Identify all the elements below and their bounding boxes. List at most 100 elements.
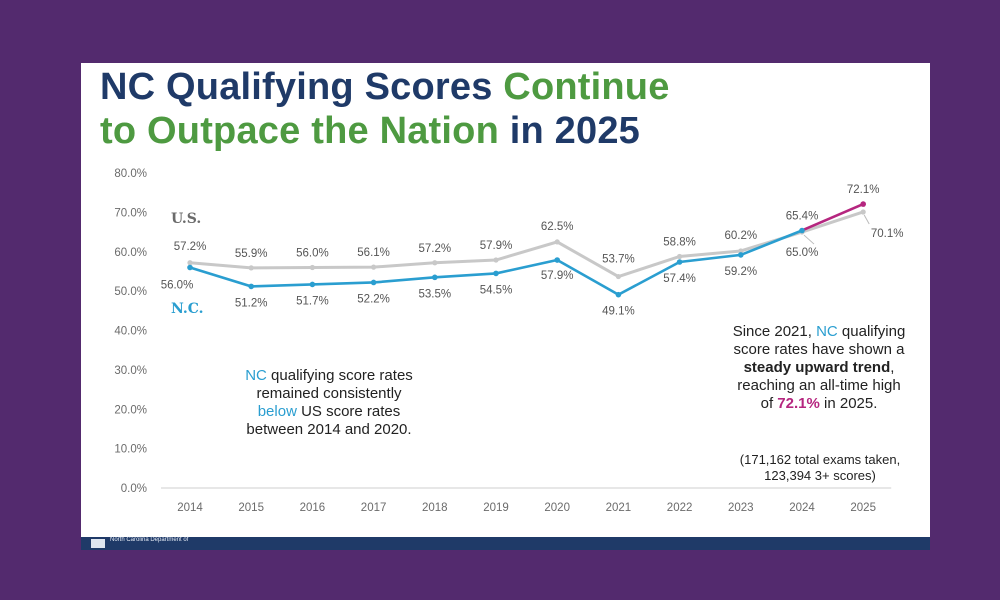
nc-point bbox=[799, 227, 805, 234]
x-tick-label: 2021 bbox=[606, 502, 632, 514]
y-tick-label: 0.0% bbox=[121, 483, 147, 495]
us-point bbox=[860, 209, 866, 215]
us-data-label: 53.7% bbox=[602, 254, 635, 266]
note-right-pct: 72.1% bbox=[777, 395, 820, 412]
nc-data-label: 59.2% bbox=[724, 266, 757, 278]
us-point bbox=[738, 248, 744, 254]
x-tick-label: 2024 bbox=[789, 502, 815, 514]
us-data-label: 57.2% bbox=[418, 243, 451, 255]
us-2024-leader-line bbox=[803, 234, 815, 245]
note-right-line4: reaching an all-time high bbox=[737, 377, 901, 394]
nc-point bbox=[370, 279, 377, 286]
nc-point bbox=[187, 264, 193, 271]
nc-data-label: 57.9% bbox=[541, 270, 574, 282]
series-us bbox=[187, 209, 866, 280]
series-nc bbox=[187, 201, 866, 298]
note-right-of: of bbox=[760, 395, 778, 412]
us-data-label: 56.0% bbox=[296, 248, 329, 260]
title-part-1: NC Qualifying Scores bbox=[100, 66, 504, 108]
note-since-2021: Since 2021, NC qualifying score rates ha… bbox=[707, 323, 931, 413]
us-data-label: 58.8% bbox=[663, 236, 696, 248]
nc-point bbox=[493, 270, 499, 277]
footer-org: North Carolina Department of bbox=[110, 537, 189, 543]
nc-point bbox=[554, 257, 560, 263]
line-chart: 0.0% 10.0% 20.0% 30.0% 40.0% 50.0% 60.0% 70.0% 8… bbox=[114, 168, 904, 514]
x-tick-label: 2015 bbox=[238, 502, 264, 514]
slide-title: NC Qualifying Scores Continue to Outpace… bbox=[100, 65, 670, 153]
us-point bbox=[187, 260, 193, 266]
nc-point bbox=[738, 252, 744, 258]
ncdpi-logo-icon bbox=[91, 539, 105, 548]
us-data-label: 65.0% bbox=[786, 247, 819, 259]
us-point bbox=[554, 239, 560, 245]
note-right-p2: qualifying bbox=[837, 323, 906, 340]
us-data-label: 57.2% bbox=[174, 241, 207, 253]
x-tick-label: 2018 bbox=[422, 502, 448, 514]
title-part-4: in 2025 bbox=[499, 110, 641, 152]
nc-data-label: 51.7% bbox=[296, 295, 329, 307]
y-tick-label: 30.0% bbox=[114, 365, 147, 377]
legend-nc-label: N.C. bbox=[171, 301, 204, 317]
us-point bbox=[615, 273, 622, 280]
us-data-label: 60.2% bbox=[724, 230, 757, 242]
us-point bbox=[493, 257, 499, 263]
us-point bbox=[248, 265, 254, 271]
nc-point bbox=[309, 281, 316, 288]
nc-point bbox=[615, 291, 622, 298]
nc-point bbox=[676, 259, 683, 265]
nc-point bbox=[860, 201, 866, 207]
title-part-3: to Outpace the Nation bbox=[100, 110, 499, 152]
us-data-label: 56.1% bbox=[357, 247, 390, 259]
note-right-bold: steady upward trend bbox=[743, 359, 891, 376]
nc-line-2025-highlight bbox=[801, 202, 864, 232]
note-left-line2: remained consistently bbox=[256, 385, 402, 402]
note-left-below: below bbox=[257, 403, 297, 420]
legend-us-label: U.S. bbox=[171, 211, 201, 227]
nc-point bbox=[248, 283, 254, 290]
nc-data-label: 51.2% bbox=[235, 297, 268, 309]
note-right-nc: NC bbox=[816, 323, 838, 340]
y-tick-label: 60.0% bbox=[114, 247, 147, 259]
us-2025-leader-line bbox=[863, 214, 870, 225]
note-exams-line2: 123,394 3+ scores) bbox=[764, 468, 876, 483]
nc-data-label: 65.4% bbox=[786, 210, 819, 222]
x-axis: 2014 2015 2016 2017 2018 2019 2020 2021 2022 2023… bbox=[177, 502, 876, 514]
nc-data-label: 72.1% bbox=[847, 184, 880, 196]
us-data-label: 70.1% bbox=[871, 228, 904, 240]
note-left-line1: qualifying score rates bbox=[266, 367, 413, 384]
y-tick-label: 80.0% bbox=[114, 168, 147, 180]
y-tick-label: 20.0% bbox=[114, 404, 147, 416]
nc-point bbox=[432, 274, 438, 281]
y-tick-label: 50.0% bbox=[114, 286, 147, 298]
nc-data-label: 57.4% bbox=[663, 273, 696, 285]
data-labels: 57.2% 55.9% 56.0% 56.1% 57.2% 57.9% 62.5% 53.7%… bbox=[161, 184, 904, 318]
nc-data-label: 49.1% bbox=[602, 306, 635, 318]
nc-data-label: 54.5% bbox=[480, 284, 513, 296]
nc-data-label: 52.2% bbox=[357, 293, 390, 305]
us-point bbox=[432, 260, 438, 266]
note-2014-2020: NC qualifying score rates remained consi… bbox=[219, 367, 439, 439]
note-right-comma: , bbox=[890, 359, 895, 376]
us-point bbox=[309, 264, 315, 271]
x-tick-label: 2020 bbox=[544, 502, 570, 514]
x-tick-label: 2016 bbox=[300, 502, 326, 514]
us-line bbox=[189, 210, 864, 279]
us-point bbox=[677, 253, 683, 260]
y-tick-label: 70.0% bbox=[114, 207, 147, 219]
slide-panel: NC Qualifying Scores Continue to Outpace… bbox=[81, 63, 930, 550]
x-tick-label: 2014 bbox=[177, 502, 203, 514]
nc-data-label: 53.5% bbox=[418, 288, 451, 300]
us-data-label: 62.5% bbox=[541, 221, 574, 233]
note-right-in: in 2025. bbox=[819, 395, 878, 412]
note-right-p1: Since 2021, bbox=[732, 323, 817, 340]
note-left-line3: US score rates bbox=[296, 403, 401, 420]
x-tick-label: 2025 bbox=[850, 502, 876, 514]
note-exams: (171,162 total exams taken, 123,394 3+ s… bbox=[713, 452, 927, 484]
nc-data-label: 56.0% bbox=[161, 280, 194, 292]
y-axis: 0.0% 10.0% 20.0% 30.0% 40.0% 50.0% 60.0% 70.0% 8… bbox=[114, 168, 147, 495]
y-tick-label: 10.0% bbox=[114, 444, 147, 456]
footer-bar: North Carolina Department of bbox=[81, 537, 930, 550]
title-part-2: Continue bbox=[503, 66, 670, 108]
note-right-line2: score rates have shown a bbox=[733, 341, 905, 358]
note-exams-line1: (171,162 total exams taken, bbox=[739, 452, 901, 467]
